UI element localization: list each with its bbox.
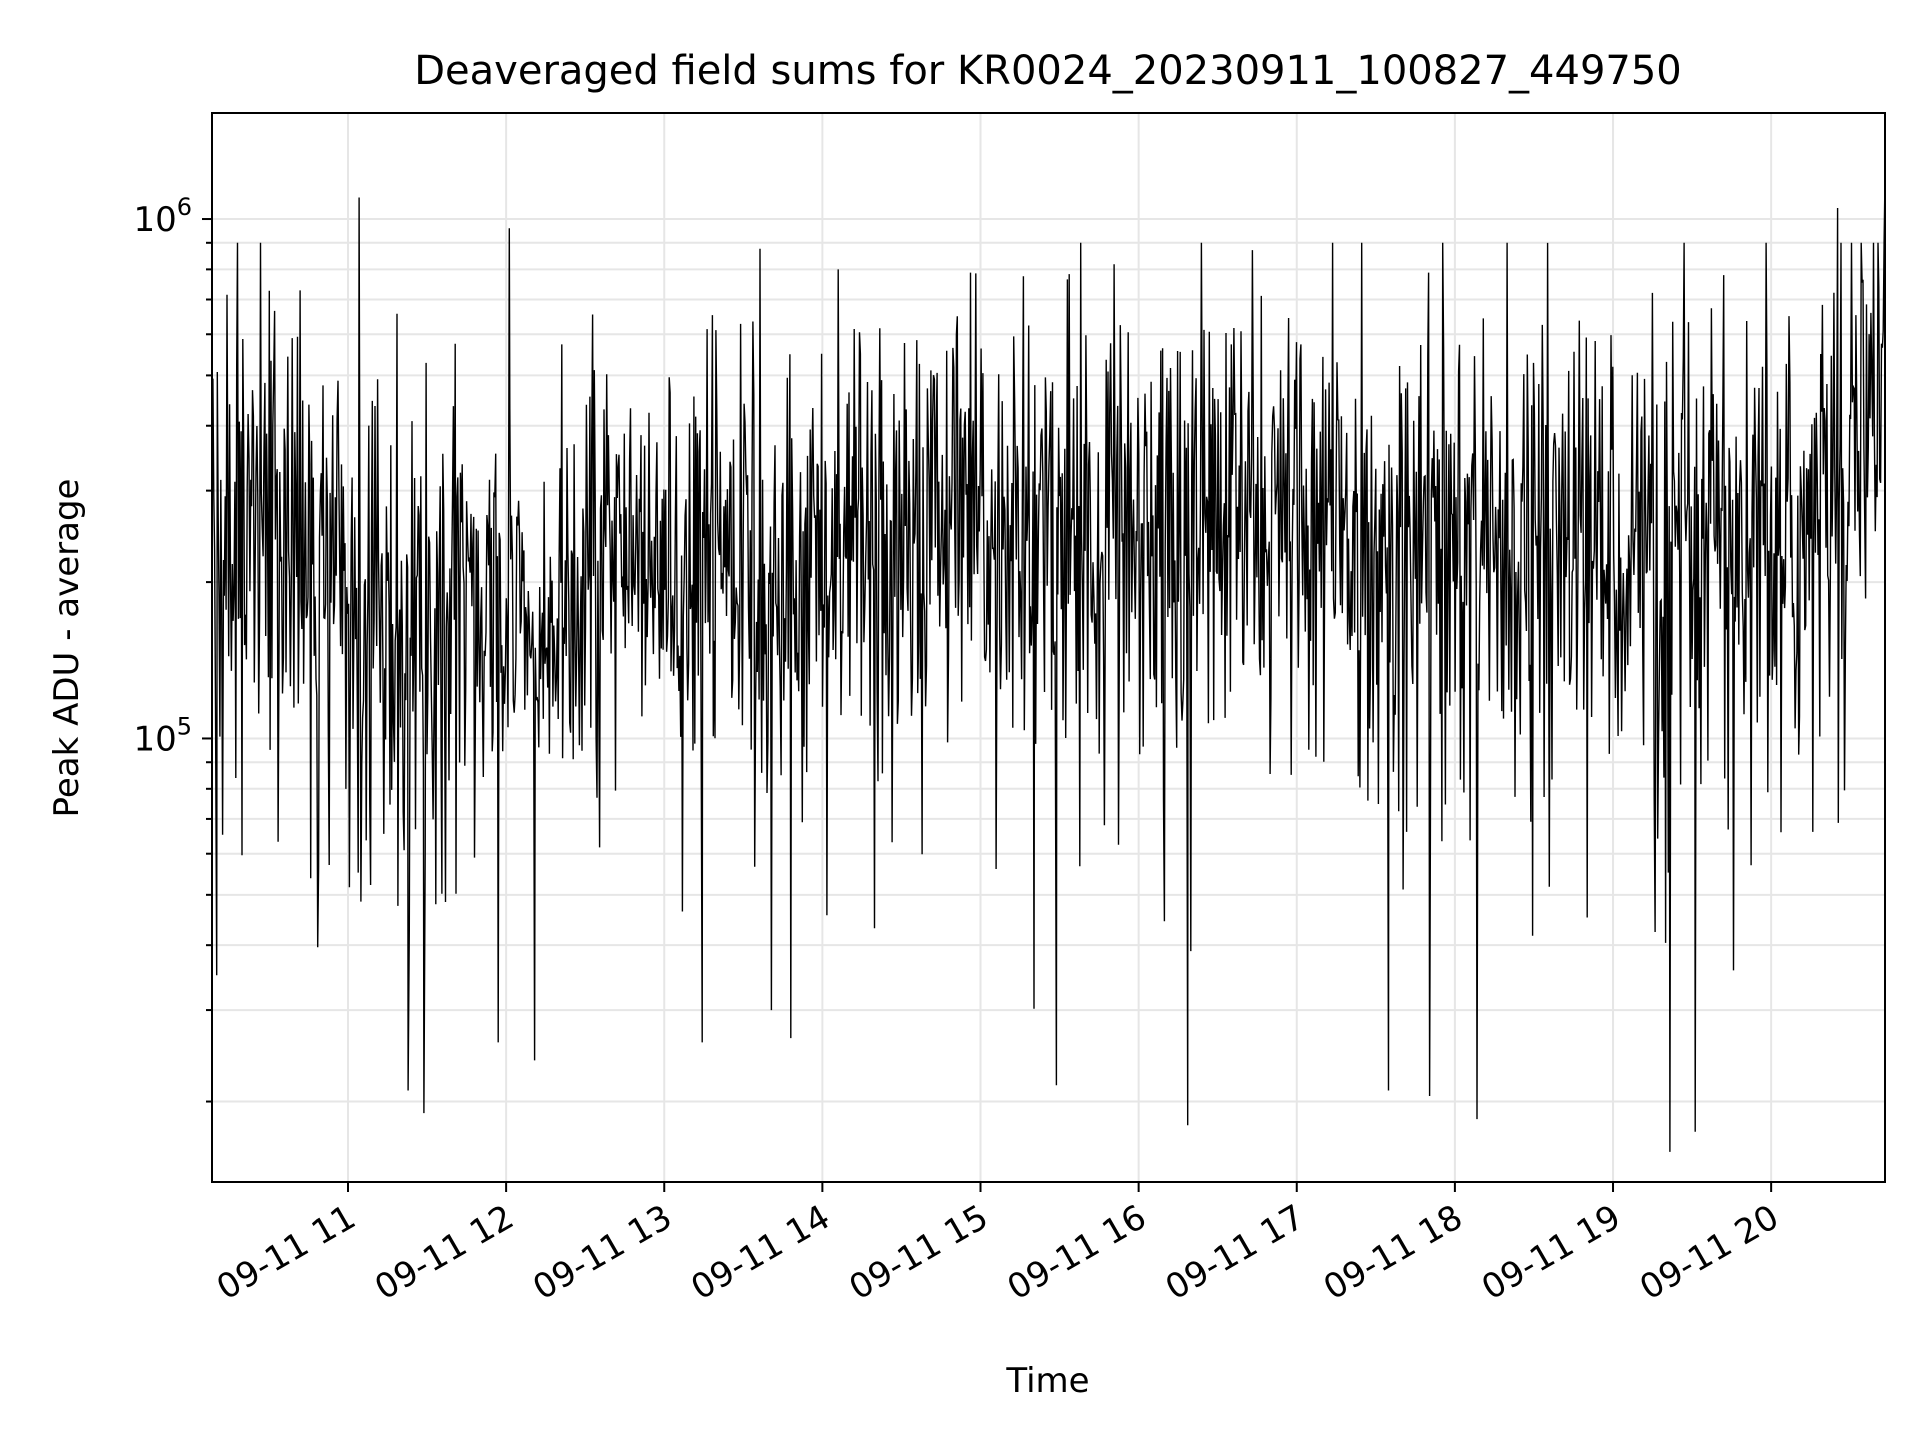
x-axis-label: Time [1005, 1361, 1089, 1401]
plot-frame [211, 112, 1886, 1183]
series-layer [211, 177, 1886, 1152]
chart-title: Deaveraged field sums for KR0024_2023091… [414, 48, 1682, 94]
series-line [211, 177, 1886, 1152]
y-axis-label: Peak ADU - average [47, 479, 87, 818]
y-axis: 105 106 [133, 193, 212, 1103]
y-tick-label: 106 [133, 193, 192, 240]
y-tick-label: 105 [133, 712, 192, 759]
